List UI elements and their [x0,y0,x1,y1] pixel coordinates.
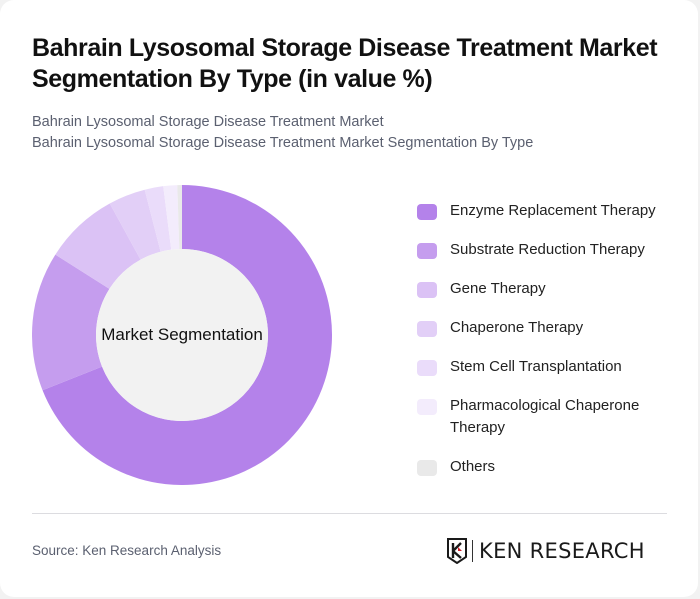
legend-label: Pharmacological Chaperone Therapy [450,397,640,436]
legend-swatch [417,321,437,337]
legend-swatch [417,282,437,298]
footer-divider [32,513,667,514]
legend-item-substrate[interactable]: Substrate Reduction Therapy [417,239,677,261]
donut-slice[interactable] [109,189,161,260]
legend-item-stem-cell[interactable]: Stem Cell Transplantation [417,356,677,378]
ken-logo-shield-icon [447,538,467,564]
donut-slice[interactable] [144,186,172,252]
source-note: Source: Ken Research Analysis [32,543,222,558]
legend-swatch [417,460,437,476]
chart-subtitle-market: Bahrain Lysosomal Storage Disease Treatm… [32,114,384,130]
ken-research-logo: KEN RESEARCH [447,537,645,565]
legend-item-others[interactable]: Others [417,456,677,478]
legend-label: Stem Cell Transplantation [450,358,622,375]
legend-swatch [417,399,437,415]
legend-label: Others [450,458,496,475]
donut-slice[interactable] [177,185,182,250]
legend-item-pharmacological[interactable]: Pharmacological Chaperone Therapy [417,395,677,439]
legend-label: Enzyme Replacement Therapy [450,202,656,219]
donut-slice[interactable] [163,185,180,250]
logo-divider [472,540,473,562]
donut-center-label: Market Segmentation [101,325,263,344]
donut-slice[interactable] [32,254,110,391]
legend-label: Substrate Reduction Therapy [450,241,645,258]
legend-label: Chaperone Therapy [450,319,584,336]
logo-text: KEN RESEARCH [479,539,645,563]
donut-slice[interactable] [42,185,332,485]
legend-item-chaperone[interactable]: Chaperone Therapy [417,317,677,339]
chart-subtitle-segmentation: Bahrain Lysosomal Storage Disease Treatm… [32,135,534,151]
donut-slice[interactable] [55,203,141,289]
donut-chart: Market Segmentation [32,185,332,485]
legend-item-gene[interactable]: Gene Therapy [417,278,677,300]
legend-swatch [417,204,437,220]
legend-swatch [417,243,437,259]
legend-label: Gene Therapy [450,280,546,297]
chart-title: Bahrain Lysosomal Storage Disease Treatm… [32,34,658,93]
legend-swatch [417,360,437,376]
legend-item-enzyme[interactable]: Enzyme Replacement Therapy [417,200,677,222]
donut-hole [96,249,268,421]
legend: Enzyme Replacement Therapy Substrate Red… [417,200,677,495]
donut-svg [32,185,332,485]
